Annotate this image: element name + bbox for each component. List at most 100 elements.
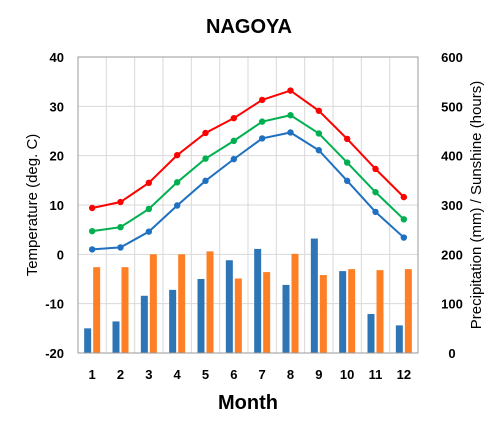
- plot-area-border: [77, 56, 419, 354]
- data-point: [202, 155, 209, 162]
- bar: [93, 267, 101, 353]
- bar-series: [84, 238, 412, 353]
- left-tick-label: -10: [45, 297, 64, 312]
- data-point: [287, 87, 294, 94]
- data-point: [173, 179, 181, 186]
- x-axis-label: Month: [218, 392, 278, 414]
- y-axis-left-label: Temperature (deg. C): [24, 134, 41, 277]
- right-tick-label: 600: [441, 50, 463, 65]
- left-tick-label: 40: [50, 50, 64, 65]
- bar: [310, 238, 318, 353]
- data-point: [343, 159, 351, 166]
- data-point: [315, 130, 323, 137]
- x-tick-label: 4: [174, 367, 182, 382]
- bar: [282, 284, 290, 353]
- x-axis-ticks: 1 2 3 4 5 6 7 8 9 10 11 12: [89, 367, 412, 382]
- left-tick-label: 10: [50, 198, 64, 213]
- data-point: [400, 216, 408, 223]
- x-tick-label: 10: [340, 367, 354, 382]
- data-point: [258, 96, 266, 104]
- x-tick-label: 2: [117, 367, 124, 382]
- x-tick-label: 11: [369, 367, 383, 382]
- x-tick-label: 5: [202, 367, 209, 382]
- data-point: [315, 107, 323, 114]
- x-tick-label: 9: [315, 367, 322, 382]
- bar: [84, 328, 92, 353]
- series-line: [91, 89, 405, 209]
- y-axis-right-label: Precipitation (mm) / Sunshine (hours): [468, 81, 485, 329]
- right-tick-label: 200: [441, 247, 463, 262]
- bar: [149, 254, 157, 353]
- data-point: [230, 137, 238, 145]
- bar: [140, 295, 148, 353]
- data-point: [117, 224, 124, 231]
- data-point: [400, 234, 408, 241]
- data-point: [230, 114, 238, 122]
- x-tick-label: 8: [287, 367, 294, 382]
- data-point: [202, 177, 209, 185]
- data-point: [88, 204, 96, 212]
- bar: [234, 278, 242, 353]
- left-tick-label: -20: [45, 346, 64, 361]
- series-line: [92, 114, 405, 233]
- right-axis-ticks: 600 500 400 300 200 100 0: [441, 50, 463, 361]
- data-point: [88, 246, 96, 253]
- data-point: [372, 188, 379, 196]
- data-point: [145, 228, 153, 235]
- bar: [121, 267, 129, 353]
- data-point: [145, 179, 153, 186]
- data-point: [372, 208, 379, 216]
- right-tick-label: 0: [448, 346, 455, 361]
- x-tick-label: 12: [397, 367, 411, 382]
- data-point: [145, 205, 153, 213]
- bar: [395, 325, 403, 353]
- data-point: [173, 151, 181, 159]
- chart-title: NAGOYA: [206, 16, 292, 38]
- bar: [197, 279, 205, 353]
- bar: [254, 248, 262, 353]
- left-tick-label: 0: [57, 247, 64, 262]
- data-point: [343, 177, 351, 185]
- data-point: [88, 227, 96, 235]
- x-tick-label: 6: [230, 367, 237, 382]
- bar: [206, 251, 214, 353]
- x-tick-label: 7: [259, 367, 266, 382]
- left-axis-ticks: 40 30 20 10 0 -10 -20: [45, 50, 64, 361]
- bar: [376, 270, 384, 353]
- bar: [169, 289, 177, 353]
- bar: [225, 260, 233, 353]
- right-tick-label: 100: [441, 297, 463, 312]
- bar: [404, 269, 412, 353]
- data-point: [343, 135, 351, 143]
- data-point: [258, 135, 266, 142]
- data-point: [315, 147, 323, 154]
- data-point: [202, 129, 209, 137]
- data-point: [230, 155, 238, 163]
- right-tick-label: 300: [441, 198, 463, 213]
- data-point: [258, 118, 266, 125]
- bar: [319, 275, 327, 353]
- data-point: [287, 112, 294, 119]
- data-point: [287, 129, 294, 136]
- data-point: [400, 193, 408, 201]
- data-point: [117, 198, 124, 206]
- right-tick-label: 400: [441, 149, 463, 164]
- bar: [112, 321, 120, 353]
- x-tick-label: 1: [89, 367, 96, 382]
- left-tick-label: 20: [50, 149, 64, 164]
- bar: [339, 271, 347, 353]
- bar: [367, 314, 375, 353]
- series-line: [92, 131, 405, 251]
- grid-lines: [77, 56, 419, 354]
- line-series: [88, 87, 408, 253]
- bar: [291, 253, 299, 353]
- right-tick-label: 500: [441, 99, 463, 114]
- x-tick-label: 3: [145, 367, 152, 382]
- bar: [178, 254, 186, 353]
- bar: [263, 272, 271, 353]
- data-point: [372, 165, 379, 173]
- bar: [348, 269, 356, 353]
- data-point: [173, 202, 181, 209]
- left-tick-label: 30: [50, 99, 64, 114]
